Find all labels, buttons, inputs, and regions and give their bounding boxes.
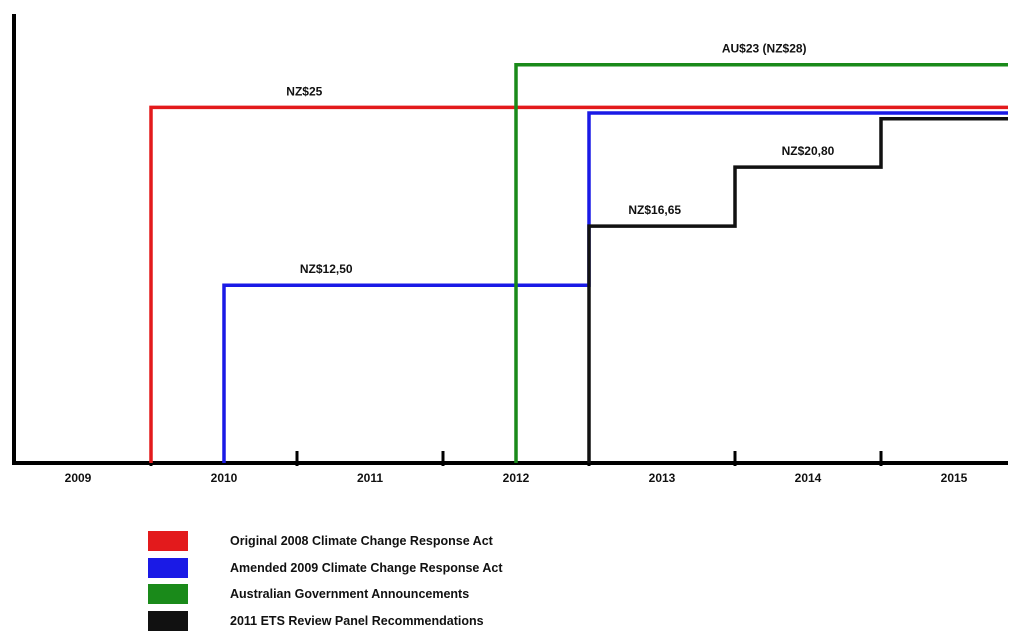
labels-layer: NZ$25 NZ$12,50 AU$23 (NZ$28) NZ$16,65 NZ$20,… [286,42,834,277]
x-tick-label: 2013 [649,471,676,485]
legend-item-australian-govt: Australian Government Announcements [148,581,503,608]
data-label: AU$23 (NZ$28) [722,42,807,56]
legend-label: Amended 2009 Climate Change Response Act [230,561,503,575]
legend-swatch-red [148,531,188,551]
legend-label: Original 2008 Climate Change Response Ac… [230,534,493,548]
x-tick-label: 2012 [503,471,530,485]
series-layer [151,65,1008,463]
series-line [224,113,1008,463]
data-label: NZ$20,80 [782,144,835,158]
x-tick-label: 2010 [211,471,238,485]
legend-item-amended-act: Amended 2009 Climate Change Response Act [148,555,503,582]
legend-swatch-green [148,584,188,604]
legend-swatch-black [148,611,188,631]
x-tick-label: 2015 [941,471,968,485]
legend-swatch-blue [148,558,188,578]
axes: 2009 2010 2011 2012 2013 2014 2015 [12,14,1010,485]
legend-label: Australian Government Announcements [230,587,469,601]
x-tick-label: 2014 [795,471,822,485]
legend: Original 2008 Climate Change Response Ac… [148,528,503,634]
x-tick-label: 2011 [357,471,383,485]
data-label: NZ$12,50 [300,262,353,276]
legend-item-ets-review: 2011 ETS Review Panel Recommendations [148,608,503,634]
data-label: NZ$16,65 [628,203,681,217]
legend-label: 2011 ETS Review Panel Recommendations [230,614,484,628]
data-label: NZ$25 [286,84,322,98]
legend-item-original-act: Original 2008 Climate Change Response Ac… [148,528,503,555]
series-line [589,119,1008,463]
x-tick-label: 2009 [65,471,92,485]
